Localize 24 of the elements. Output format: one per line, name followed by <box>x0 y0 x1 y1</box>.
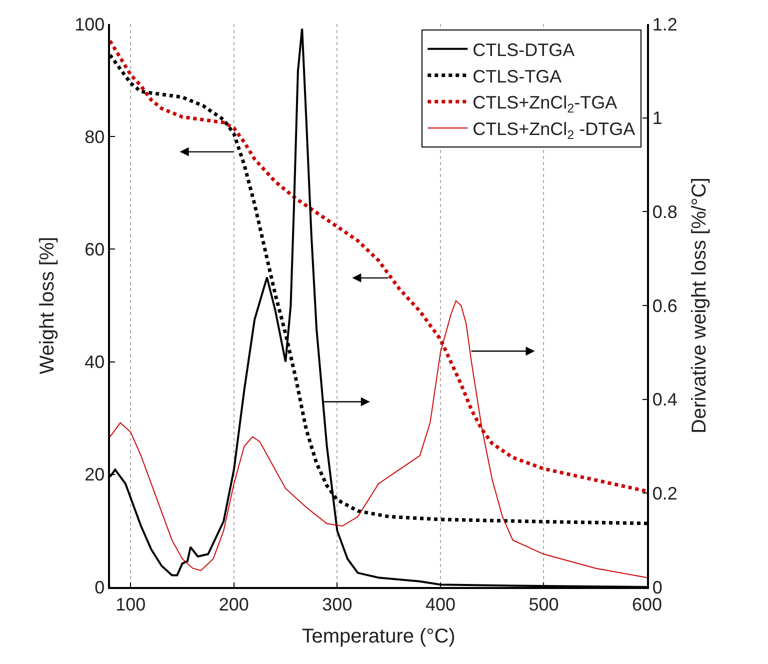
y2-tick-label: 1 <box>652 108 662 128</box>
y-tick-label: 20 <box>84 464 105 485</box>
x-tick-label: 200 <box>218 594 249 614</box>
x-tick-label: 100 <box>116 594 146 614</box>
legend-label: CTLS-DTGA <box>472 40 575 60</box>
y-axis-title: Weight loss [%] <box>36 236 59 374</box>
y-tick-label: 0 <box>94 577 105 598</box>
y2-tick-label: 1.2 <box>652 14 678 34</box>
y2-axis-title: Derivative weight loss [%/°C] <box>688 178 710 434</box>
y-tick-label: 80 <box>84 126 105 147</box>
x-tick-label: 300 <box>322 594 352 614</box>
legend-label: CTLS-TGA <box>472 66 562 86</box>
legend-label: CTLS+ZnCl$_{2}$-TGA <box>472 92 618 116</box>
x-tick-label: 500 <box>528 594 559 614</box>
x-tick-label: 400 <box>425 594 456 614</box>
y2-tick-label: 0.8 <box>652 202 678 222</box>
y2-tick-label: 0.2 <box>652 483 678 504</box>
y2-tick-label: 0.6 <box>652 296 678 316</box>
y-tick-label: 100 <box>74 14 105 34</box>
x-axis-title: Temperature (°C) <box>302 625 456 648</box>
y2-tick-label: 0.4 <box>652 390 678 410</box>
legend-label: CTLS+ZnCl$_{2}$ -DTGA <box>472 119 636 142</box>
y-tick-label: 60 <box>84 240 105 260</box>
y-tick-label: 40 <box>84 352 105 372</box>
